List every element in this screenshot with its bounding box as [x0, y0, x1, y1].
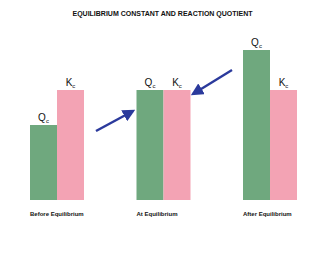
bar [243, 50, 270, 200]
background [0, 0, 325, 280]
series-label-sub: c [152, 83, 155, 89]
series-label-sub: c [46, 118, 49, 124]
chart-root: EQUILIBRIUM CONSTANT AND REACTION QUOTIE… [0, 0, 325, 280]
series-label-sub: c [179, 83, 182, 89]
series-label-sub: c [285, 83, 288, 89]
category-label: After Equilibrium [243, 211, 292, 217]
arrow [96, 111, 133, 131]
series-label: Qc [251, 37, 262, 49]
series-label: Kc [279, 77, 289, 89]
bars [30, 50, 297, 200]
series-label: Kc [66, 77, 76, 89]
title: EQUILIBRIUM CONSTANT AND REACTION QUOTIE… [72, 10, 253, 18]
series-label: Qc [38, 112, 49, 124]
bar [30, 125, 57, 200]
category-label: At Equilibrium [137, 211, 178, 217]
category-label: Before Equilibrium [30, 211, 84, 217]
bar [137, 90, 164, 200]
series-label-sub: c [72, 83, 75, 89]
arrow [193, 70, 232, 94]
bar [164, 90, 191, 200]
series-label: Qc [145, 77, 156, 89]
chart: EQUILIBRIUM CONSTANT AND REACTION QUOTIE… [0, 0, 325, 280]
bar [57, 90, 84, 200]
series-label-sub: c [259, 43, 262, 49]
bar [270, 90, 297, 200]
series-label: Kc [172, 77, 182, 89]
